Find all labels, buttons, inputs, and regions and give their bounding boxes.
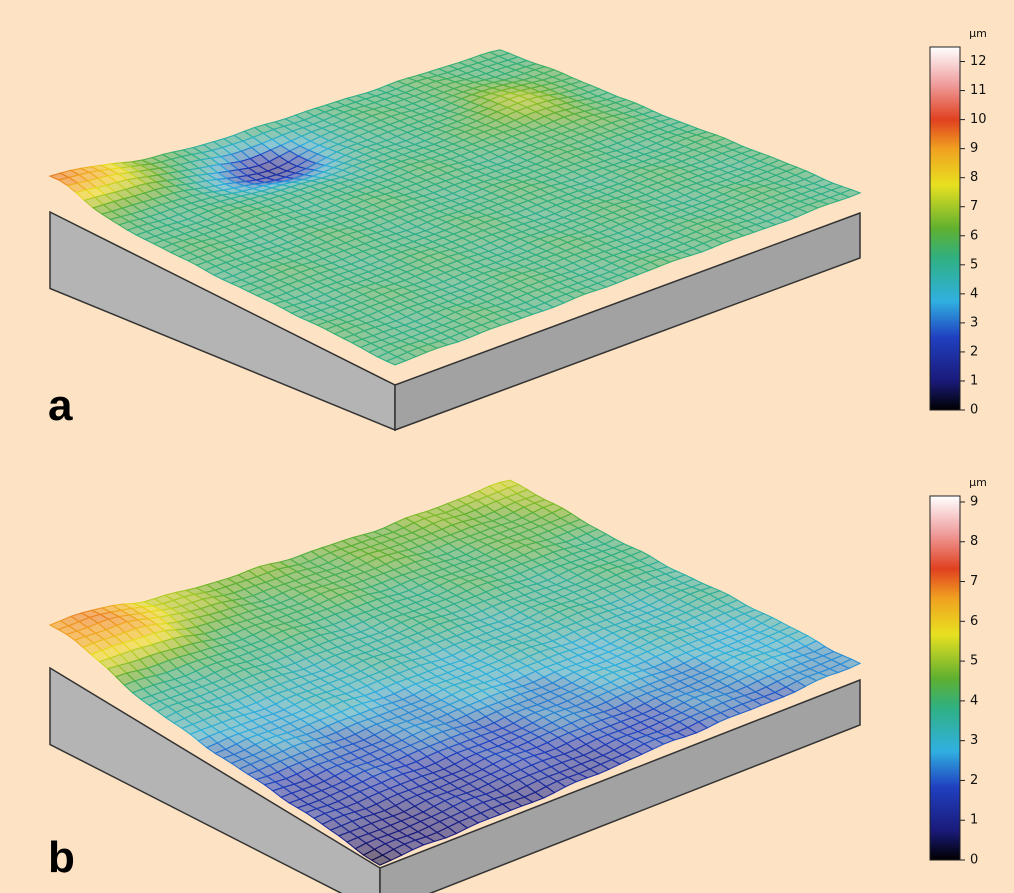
colorbar-unit: µm (969, 476, 987, 489)
panel-label: b (48, 833, 75, 882)
tick-label: 8 (970, 170, 978, 185)
tick-label: 6 (970, 228, 978, 243)
tick-label: 10 (970, 112, 987, 127)
tick-label: 9 (970, 141, 978, 156)
tick-label: 7 (970, 574, 978, 589)
tick-label: 9 (970, 494, 978, 509)
colorbar (930, 47, 960, 410)
tick-label: 3 (970, 733, 978, 748)
panel-label: a (48, 381, 73, 430)
tick-label: 8 (970, 534, 978, 549)
tick-label: 2 (970, 773, 978, 788)
tick-label: 2 (970, 344, 978, 359)
tick-label: 6 (970, 614, 978, 629)
tick-label: 1 (970, 813, 978, 828)
tick-label: 4 (970, 286, 978, 301)
tick-label: 0 (970, 853, 978, 868)
tick-label: 3 (970, 315, 978, 330)
tick-label: 12 (970, 54, 987, 69)
figure: a b µm0123456789101112µm0123456789 (0, 0, 1014, 893)
tick-label: 1 (970, 373, 978, 388)
tick-label: 5 (970, 257, 978, 272)
tick-label: 0 (970, 403, 978, 418)
tick-label: 4 (970, 693, 978, 708)
tick-label: 11 (970, 83, 987, 98)
colorbar (930, 496, 960, 860)
tick-label: 7 (970, 199, 978, 214)
colorbar-unit: µm (969, 27, 987, 40)
tick-label: 5 (970, 654, 978, 669)
